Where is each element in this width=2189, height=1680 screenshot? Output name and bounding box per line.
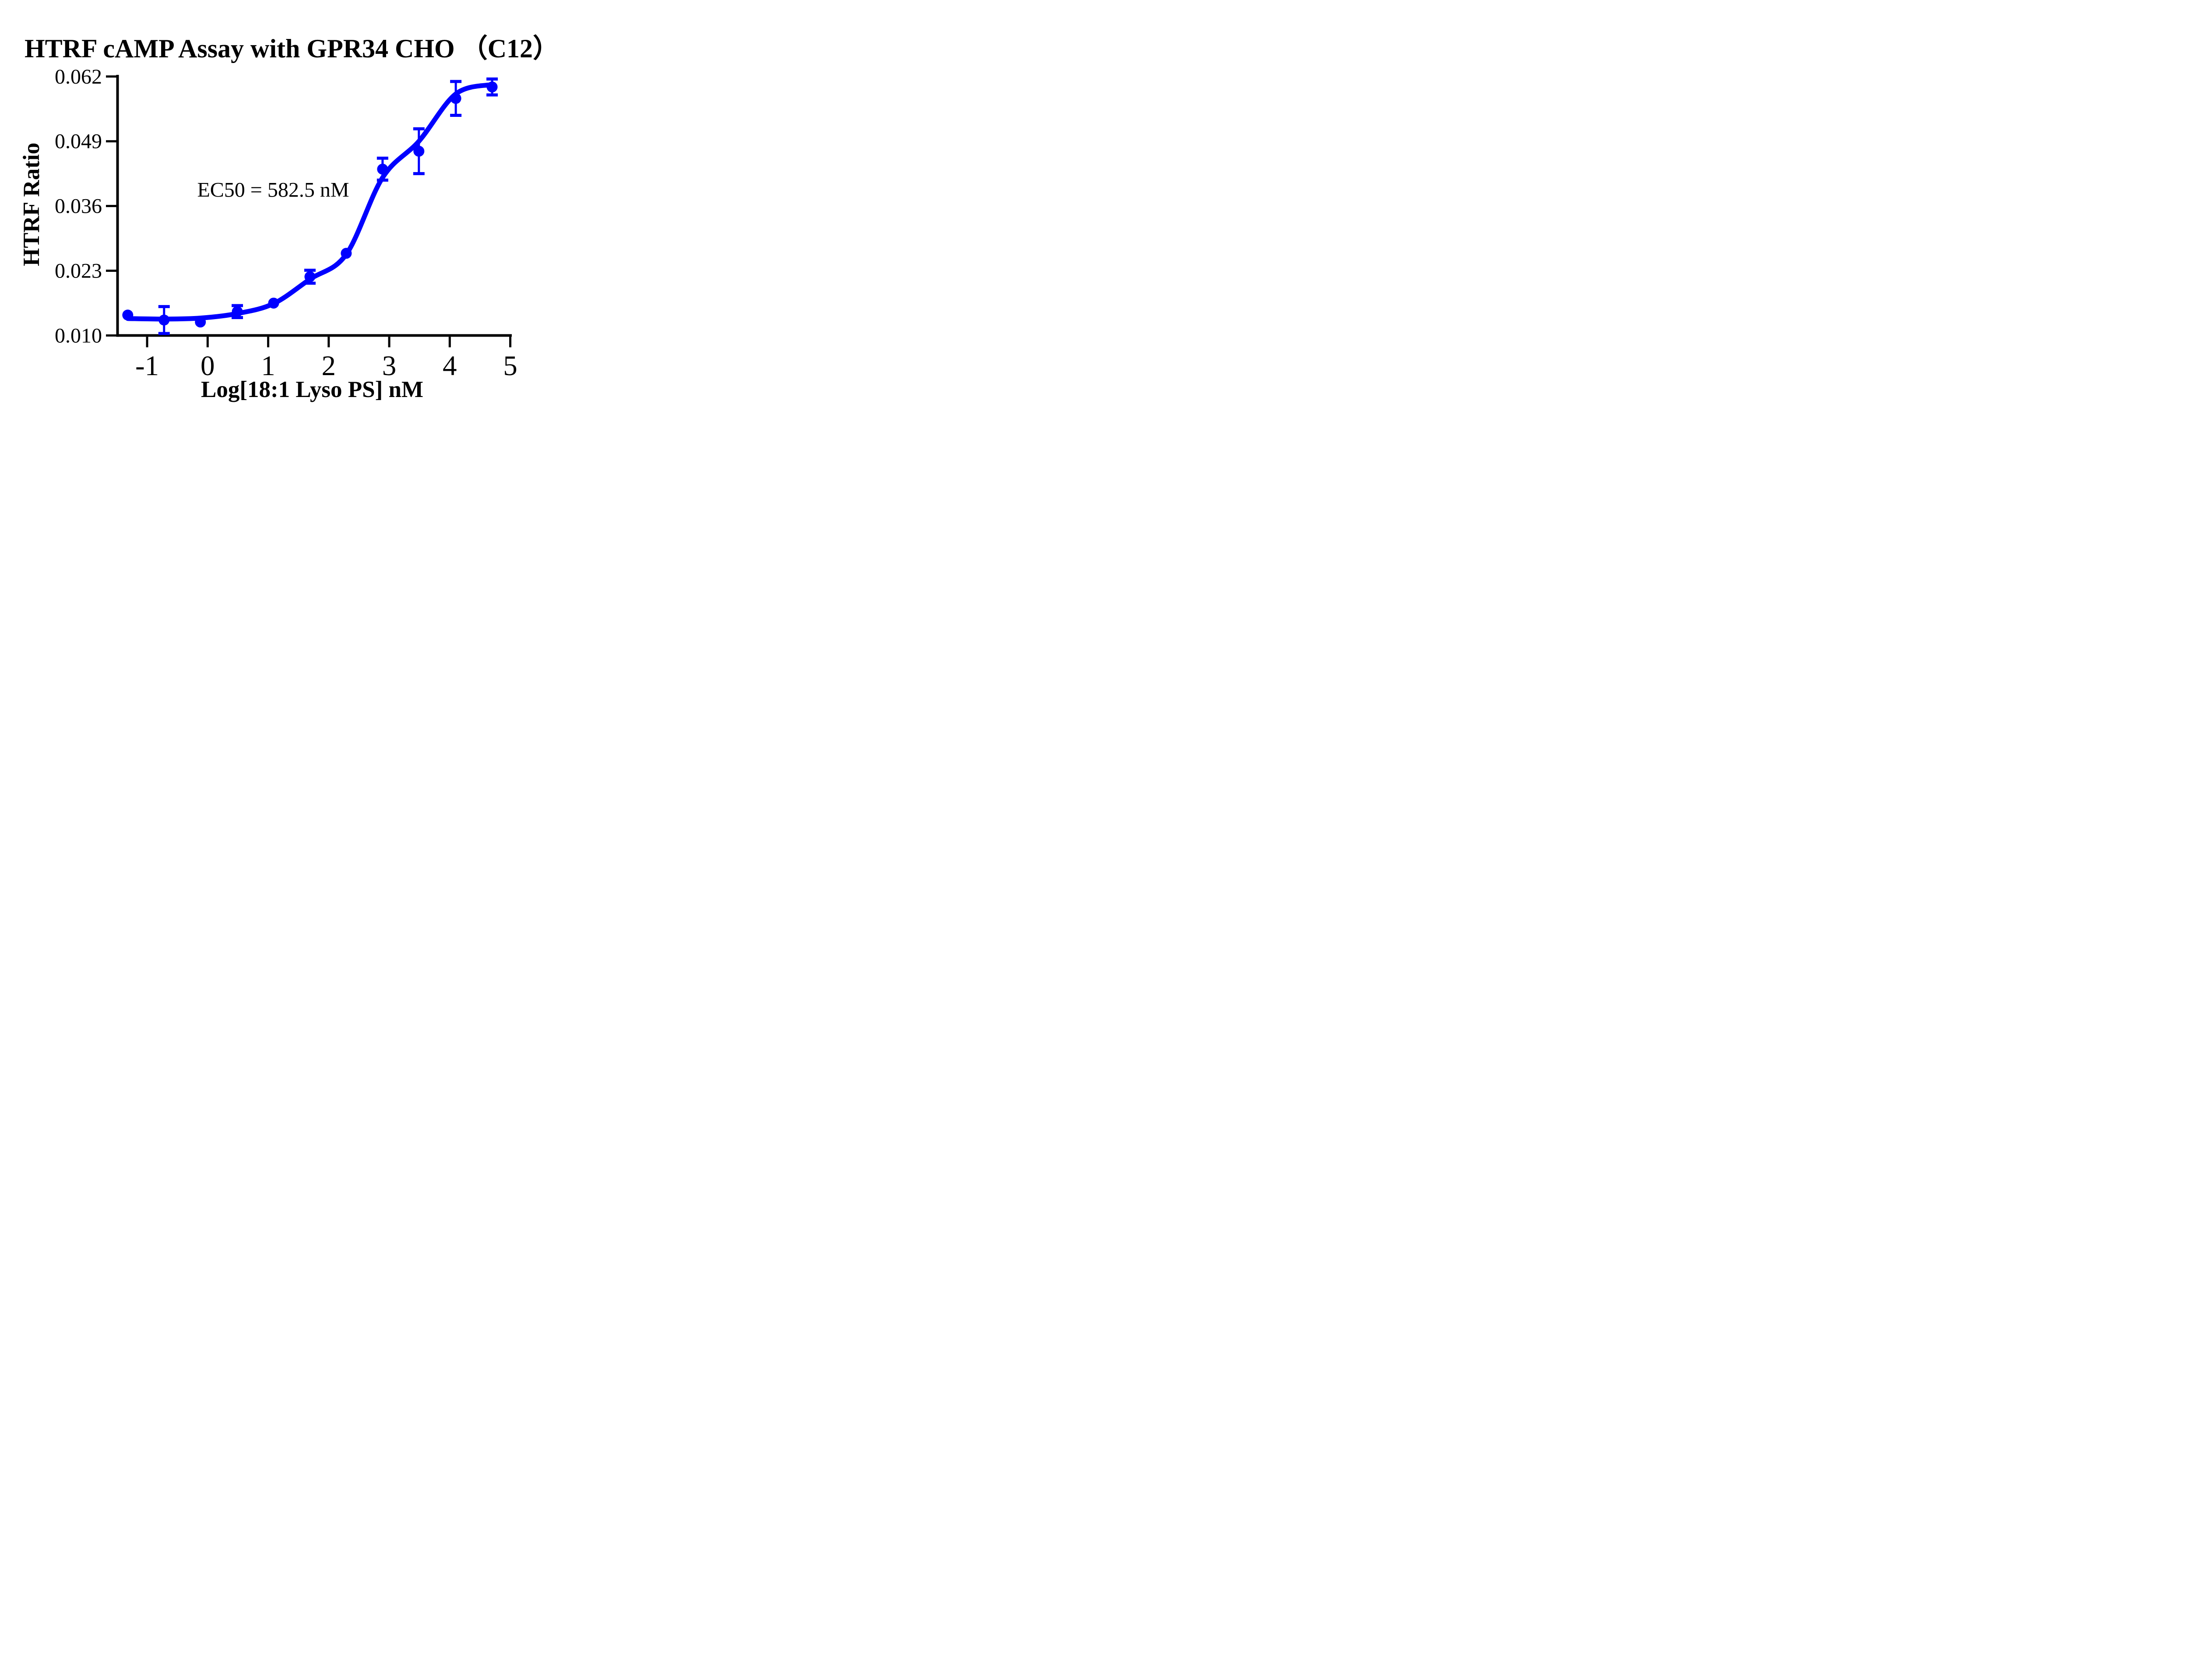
data-point [341,248,352,259]
data-point [268,297,279,309]
y-tick-label: 0.036 [55,195,102,218]
x-tick-label: 3 [382,350,397,382]
y-tick-label: 0.049 [55,130,102,153]
data-point [304,271,316,282]
data-point [486,81,498,93]
x-tick-label: -1 [135,350,159,382]
x-tick-label: 5 [503,350,517,382]
y-tick-label: 0.062 [55,65,102,88]
data-point [450,93,461,104]
data-point [158,314,170,326]
data-point [122,309,134,321]
x-tick-label: 4 [443,350,457,382]
chart-title: HTRF cAMP Assay with GPR34 CHO （C12） [24,34,560,63]
data-point [413,145,425,157]
data-point [377,163,388,175]
figure-canvas: HTRF cAMP Assay with GPR34 CHO （C12） HTR… [0,0,584,420]
plot-area: 0.062 0.049 0.036 0.023 0.010 -1 0 1 2 3 4 5 [55,65,517,382]
fit-curve [125,82,495,322]
y-tick-label: 0.023 [55,260,102,283]
data-point [232,306,243,317]
ec50-annotation: EC50 = 582.5 nM [197,178,349,202]
x-tick-label: 2 [322,350,336,382]
x-tick-label: 1 [261,350,275,382]
y-tick-label: 0.010 [55,324,102,347]
x-axis-title: Log[18:1 Lyso PS] nM [201,377,423,402]
x-tick-label: 0 [201,350,215,382]
data-point [195,316,206,328]
